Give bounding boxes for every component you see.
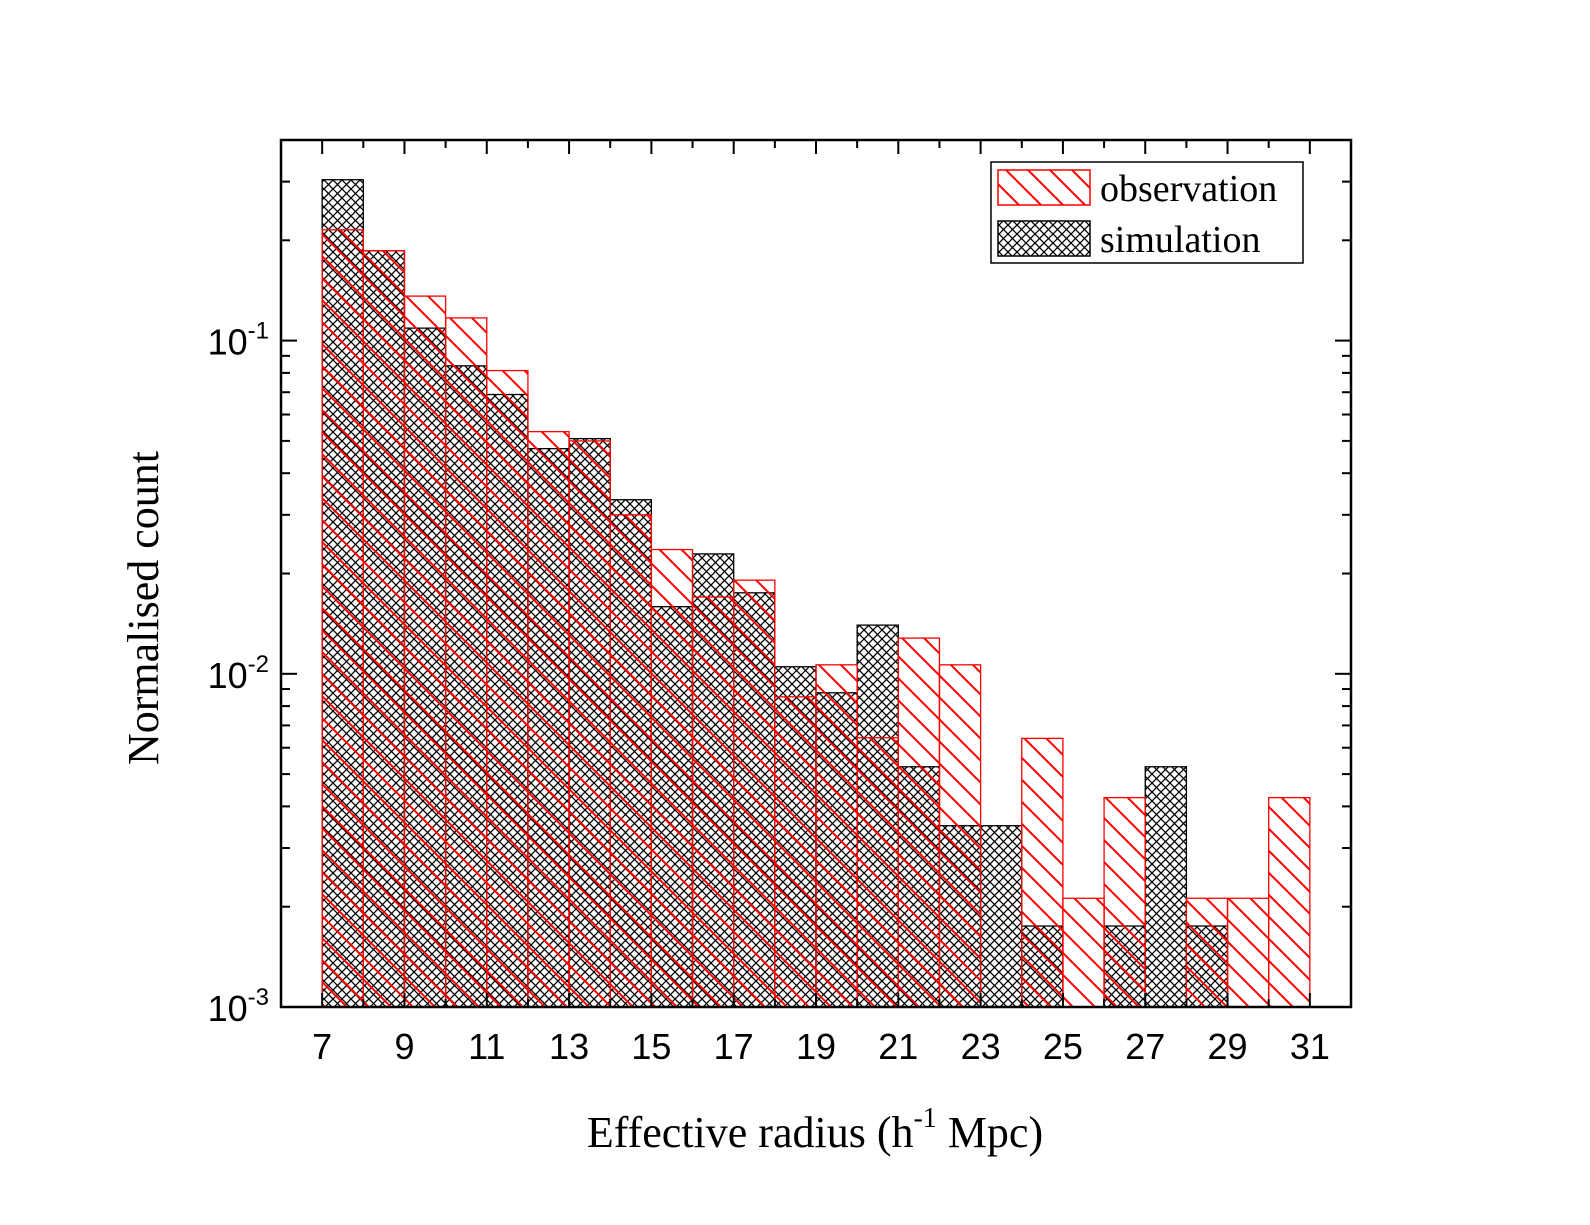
x-tick-label: 13 [549, 1026, 589, 1067]
bar-observation [527, 431, 570, 1008]
x-tick-label: 23 [961, 1026, 1001, 1067]
bar-observation [444, 317, 488, 1008]
bar-observation [733, 579, 776, 1008]
x-tick-label: 11 [468, 1026, 505, 1067]
bar-observation [568, 440, 611, 1008]
legend-swatch-observation [997, 169, 1091, 206]
legend-swatch-simulation [997, 220, 1091, 257]
y-axis-label: Normalised count [119, 451, 168, 765]
bar-observation [1062, 897, 1105, 1008]
bar-observation [691, 596, 735, 1008]
x-tick-label: 25 [1043, 1026, 1083, 1067]
x-tick-label: 29 [1208, 1026, 1248, 1067]
x-tick-label: 27 [1125, 1026, 1165, 1067]
x-tick-label: 9 [394, 1026, 414, 1067]
y-tick-label: 10-1 [208, 318, 269, 363]
y-tick-label: 10-2 [208, 651, 269, 696]
bar-observation [1268, 796, 1311, 1008]
bar-observation [938, 664, 982, 1008]
x-tick-label: 31 [1290, 1026, 1330, 1067]
bar-observation [774, 696, 817, 1008]
bar-simulation [1144, 766, 1188, 1008]
bar-observation [1103, 796, 1146, 1008]
x-tick-label: 17 [714, 1026, 754, 1067]
bar-observation [362, 250, 406, 1008]
bar-observation [486, 369, 529, 1008]
legend: observation simulation [990, 161, 1304, 264]
bar-observation [650, 548, 694, 1008]
bar-observation [609, 514, 653, 1008]
bar-observation [321, 229, 364, 1008]
x-axis-label: Effective radius (h-1 Mpc) [587, 1103, 1043, 1157]
x-tick-label: 15 [631, 1026, 671, 1067]
bar-observation [403, 295, 447, 1008]
bar-observation [815, 664, 858, 1008]
bar-observation [1021, 737, 1064, 1008]
bar-observation [856, 737, 899, 1008]
legend-label-observation: observation [1100, 168, 1277, 210]
y-tick-label: 10-3 [208, 984, 269, 1029]
bar-simulation [979, 825, 1023, 1008]
x-tick-label: 19 [796, 1026, 836, 1067]
x-tick-label: 7 [312, 1026, 332, 1067]
bar-observation [1226, 897, 1270, 1008]
legend-label-simulation: simulation [1100, 219, 1260, 261]
bar-observation [897, 637, 941, 1008]
x-tick-label: 21 [878, 1026, 918, 1067]
bar-observation [1185, 897, 1229, 1008]
